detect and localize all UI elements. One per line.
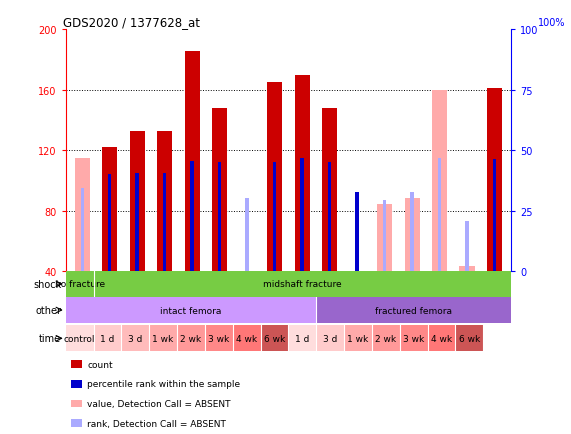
Bar (273, 163, 276, 271)
Text: 2 wk: 2 wk (375, 334, 396, 343)
Text: fractured femora: fractured femora (375, 306, 452, 315)
Bar (400, 326, 428, 352)
Text: other: other (35, 306, 61, 315)
Bar (260, 326, 288, 352)
Bar (383, 201, 386, 271)
Bar (355, 193, 359, 271)
Text: 6 wk: 6 wk (264, 334, 285, 343)
Text: GDS2020 / 1377628_at: GDS2020 / 1377628_at (63, 16, 200, 29)
Bar (233, 326, 260, 352)
Text: 4 wk: 4 wk (236, 334, 257, 343)
Bar (184, 52, 200, 271)
Bar (267, 83, 282, 271)
Bar (456, 326, 483, 352)
Text: no fracture: no fracture (54, 280, 104, 289)
Bar (163, 174, 166, 271)
Bar (205, 326, 233, 352)
Text: 100%: 100% (538, 18, 565, 28)
Bar (377, 205, 392, 271)
Bar (316, 326, 344, 352)
Text: 1 wk: 1 wk (152, 334, 174, 343)
Bar (432, 91, 447, 271)
Bar (487, 89, 502, 271)
Bar (300, 158, 304, 271)
Bar (149, 326, 177, 352)
Bar (322, 108, 337, 271)
Text: 3 d: 3 d (128, 334, 142, 343)
Text: 3 d: 3 d (323, 334, 337, 343)
Bar (102, 148, 117, 271)
Bar (372, 326, 400, 352)
Text: control: control (64, 334, 95, 343)
Bar (288, 326, 316, 352)
Text: intact femora: intact femora (160, 306, 222, 315)
Bar (135, 174, 139, 271)
Bar (75, 158, 90, 271)
Bar (438, 158, 441, 271)
Text: time: time (39, 334, 61, 343)
Bar (328, 163, 331, 271)
Text: count: count (87, 360, 113, 369)
Text: 1 d: 1 d (100, 334, 115, 343)
Text: 1 wk: 1 wk (347, 334, 368, 343)
Bar (66, 271, 94, 297)
Text: 3 wk: 3 wk (403, 334, 424, 343)
Bar (465, 222, 469, 271)
Bar (122, 326, 149, 352)
Text: 6 wk: 6 wk (459, 334, 480, 343)
Bar (493, 160, 496, 271)
Bar (130, 131, 144, 271)
Bar (344, 326, 372, 352)
Text: rank, Detection Call = ABSENT: rank, Detection Call = ABSENT (87, 419, 226, 427)
Bar (94, 326, 122, 352)
Text: 3 wk: 3 wk (208, 334, 230, 343)
Text: value, Detection Call = ABSENT: value, Detection Call = ABSENT (87, 399, 231, 408)
Bar (246, 199, 249, 271)
Bar (460, 267, 475, 271)
Bar (108, 175, 111, 271)
Bar (177, 326, 205, 352)
Bar (411, 193, 414, 271)
Bar (316, 297, 511, 323)
Bar (191, 161, 194, 271)
Bar (81, 188, 84, 271)
Bar (428, 326, 456, 352)
Bar (404, 199, 420, 271)
Bar (295, 76, 309, 271)
Text: shock: shock (33, 279, 61, 289)
Bar (66, 326, 94, 352)
Text: midshaft fracture: midshaft fracture (263, 280, 341, 289)
Bar (212, 108, 227, 271)
Text: percentile rank within the sample: percentile rank within the sample (87, 380, 240, 388)
Text: 1 d: 1 d (295, 334, 309, 343)
Bar (157, 131, 172, 271)
Text: 2 wk: 2 wk (180, 334, 202, 343)
Bar (218, 163, 222, 271)
Text: 4 wk: 4 wk (431, 334, 452, 343)
Bar (66, 297, 316, 323)
